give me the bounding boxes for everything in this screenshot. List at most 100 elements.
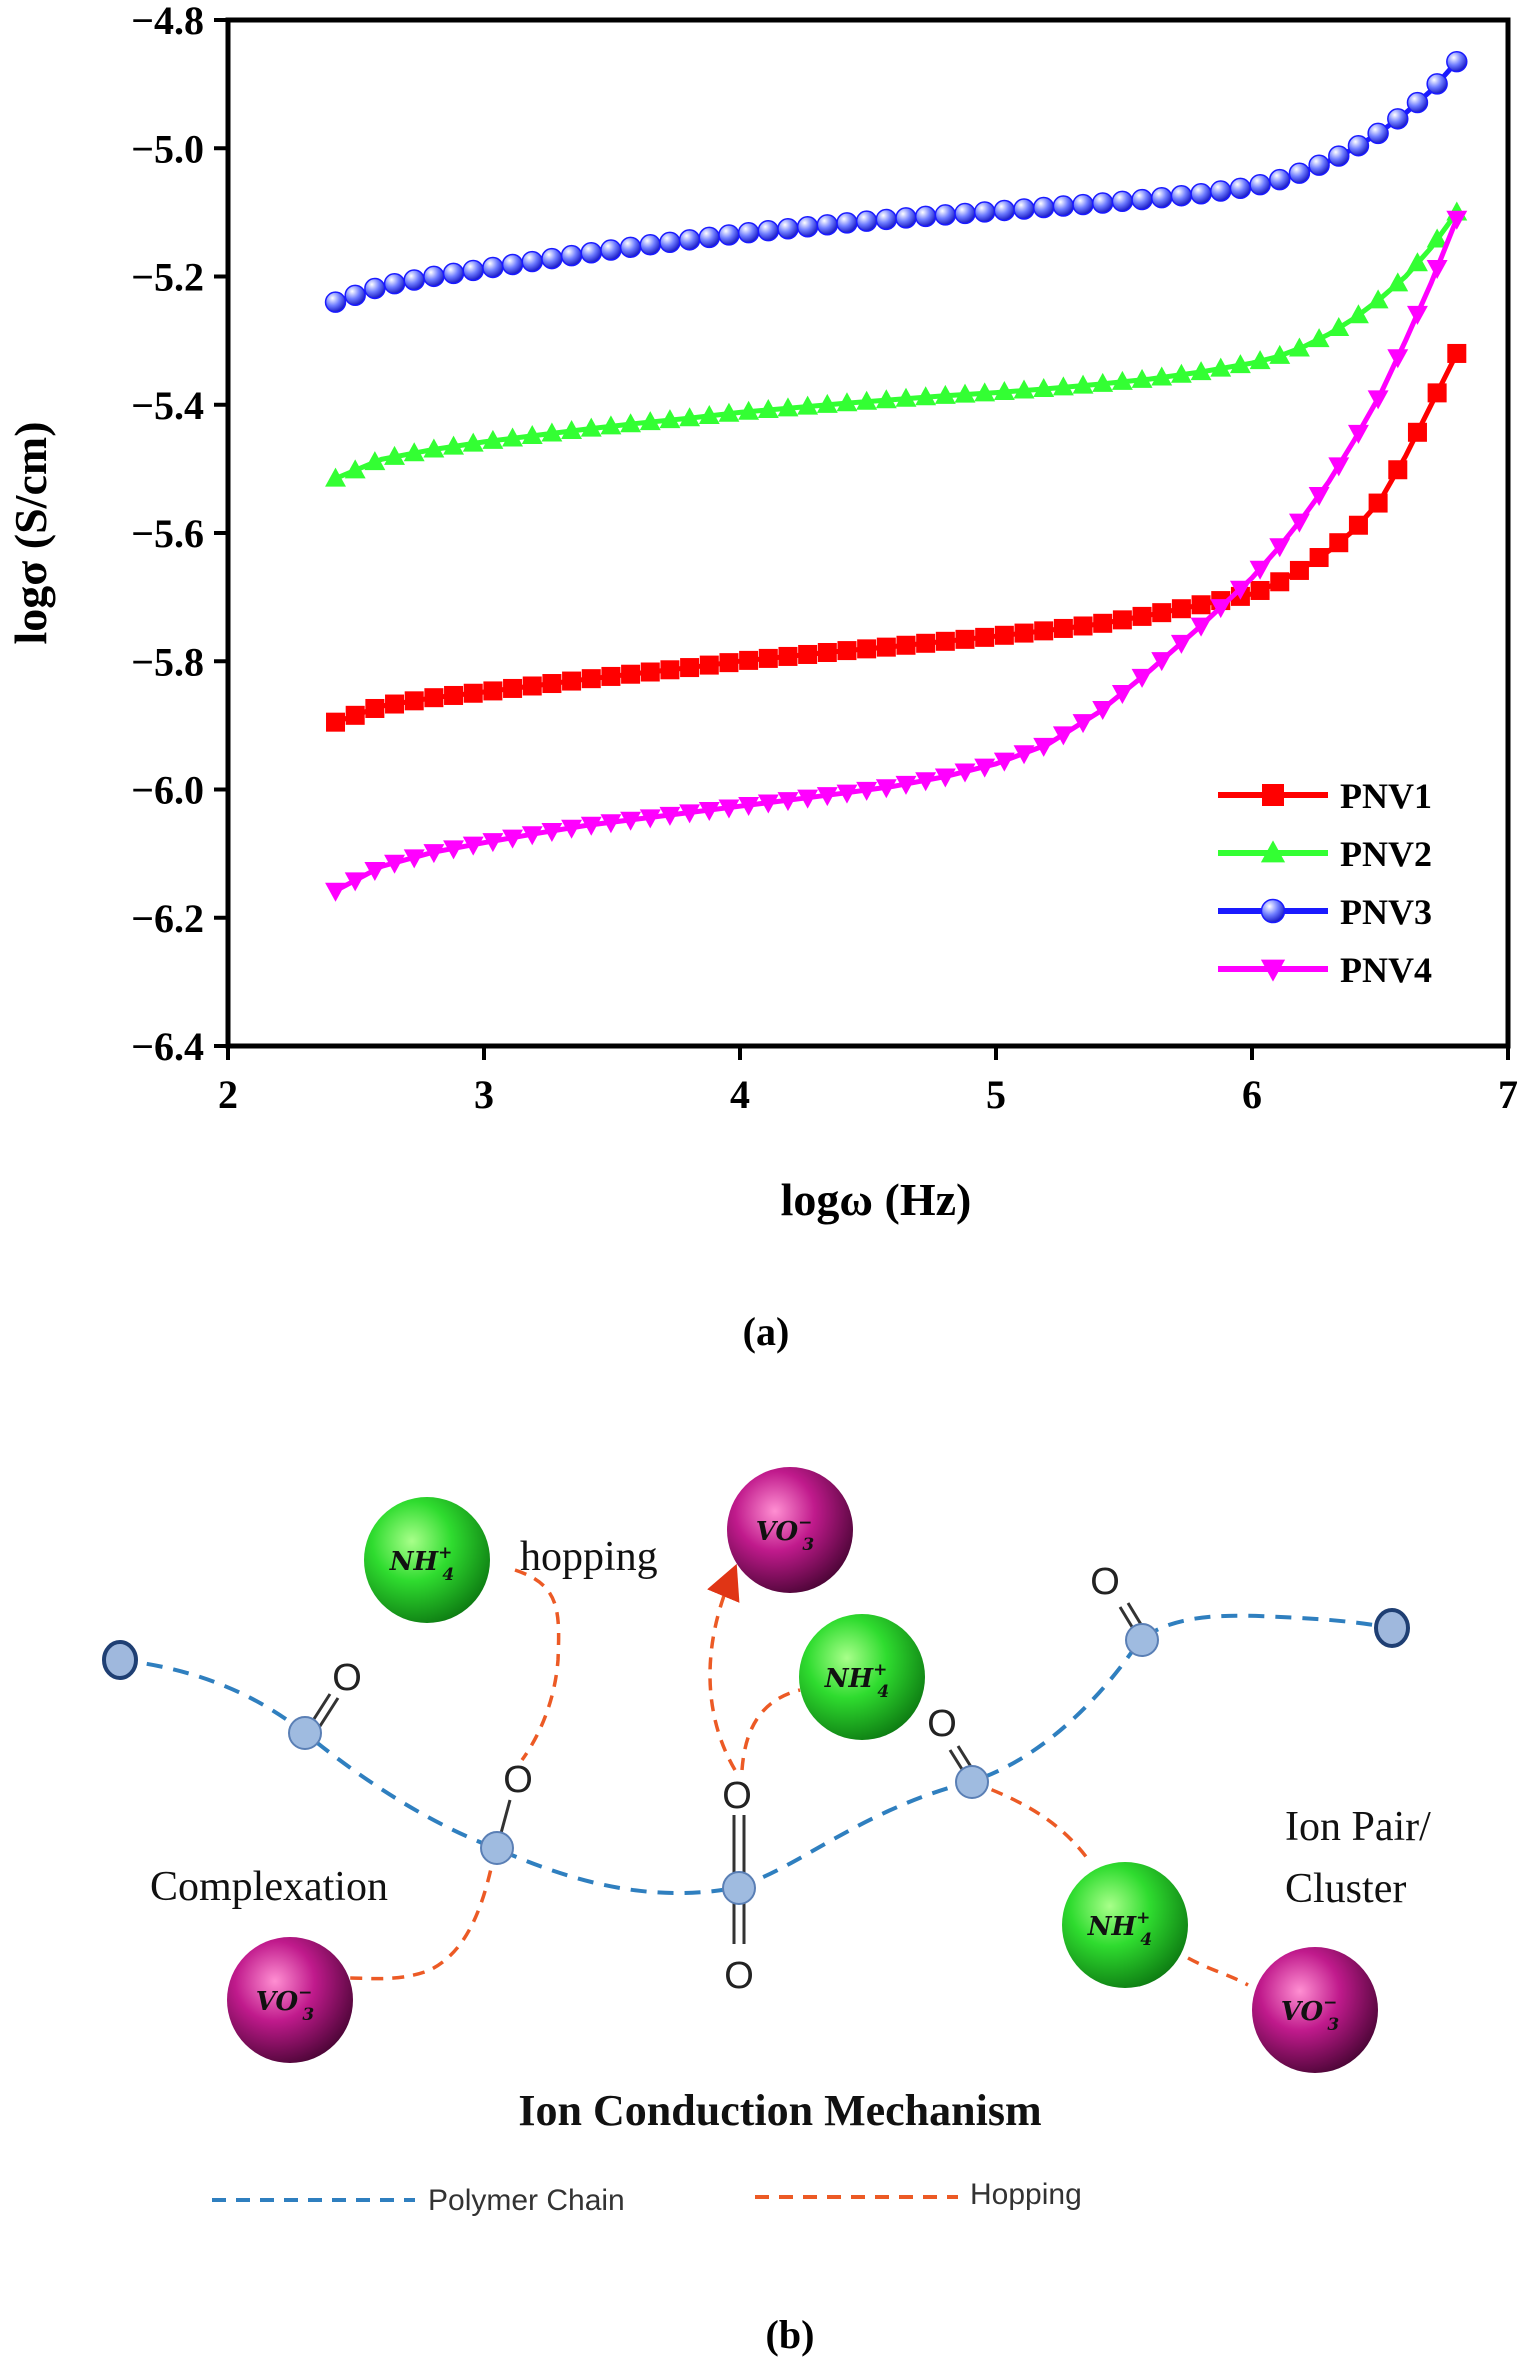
data-point — [621, 664, 641, 684]
legend-item-pnv2: PNV2 — [1218, 834, 1432, 874]
data-point — [739, 650, 759, 670]
data-point — [738, 400, 760, 420]
data-point — [1328, 457, 1350, 477]
hopping-path-6 — [1187, 1956, 1249, 1987]
data-point — [1229, 580, 1251, 600]
data-point — [620, 413, 642, 433]
data-point — [1426, 259, 1448, 279]
data-point — [1407, 252, 1428, 272]
data-point — [600, 814, 622, 834]
data-point — [856, 390, 878, 410]
data-point — [384, 854, 405, 874]
data-point — [798, 644, 818, 664]
data-point — [423, 438, 445, 458]
data-point — [1388, 460, 1408, 480]
data-point — [855, 210, 878, 232]
series-pnv3 — [324, 50, 1468, 313]
data-point — [1190, 361, 1212, 381]
data-point — [699, 655, 719, 675]
data-point — [816, 393, 838, 413]
data-point — [1426, 73, 1448, 95]
data-point — [1446, 210, 1468, 230]
data-point — [1052, 376, 1074, 396]
y-tick-label: −6.2 — [131, 896, 204, 941]
data-point — [580, 417, 602, 437]
data-point — [462, 432, 484, 452]
data-point — [561, 819, 583, 839]
series-line — [334, 217, 1460, 894]
data-point — [483, 681, 503, 701]
data-point — [1308, 486, 1330, 506]
data-point — [1308, 328, 1330, 348]
legend-label-hopping: Hopping — [970, 2178, 1082, 2211]
data-point — [698, 226, 721, 249]
y-tick-label: −6.4 — [131, 1024, 204, 1069]
data-point — [1210, 357, 1232, 377]
data-point — [1328, 145, 1350, 167]
series-pnv2 — [325, 201, 1468, 487]
data-point — [1151, 652, 1173, 672]
hopping-path-2 — [347, 1849, 497, 1981]
x-tick-label: 4 — [730, 1072, 750, 1117]
data-point — [777, 218, 799, 240]
data-point — [1191, 595, 1211, 615]
data-point — [954, 383, 976, 403]
data-point — [836, 392, 858, 412]
data-point — [1170, 363, 1192, 383]
data-point — [1131, 368, 1153, 388]
x-tick-label: 7 — [1498, 1072, 1518, 1117]
y-tick-label: −5.0 — [131, 126, 204, 171]
data-point — [1013, 379, 1035, 399]
data-point — [895, 207, 917, 229]
data-point — [1170, 184, 1193, 207]
data-point — [679, 804, 701, 824]
ion-vo3-1: VO− 3 — [727, 1467, 853, 1593]
carbonyl-group-1: O — [288, 1657, 362, 1750]
data-point — [875, 389, 897, 409]
oxygen-label: O — [927, 1703, 957, 1745]
data-point — [876, 637, 896, 657]
carbonyl-group-2: O — [480, 1759, 533, 1865]
data-point — [326, 712, 346, 732]
data-point — [1013, 198, 1035, 220]
data-point — [1367, 289, 1389, 309]
data-point — [777, 792, 799, 812]
data-point — [1270, 572, 1290, 592]
data-point — [718, 224, 740, 246]
data-point — [1052, 195, 1075, 217]
data-point — [1190, 183, 1212, 205]
panel-a-label: (a) — [743, 1309, 790, 1354]
data-point — [600, 239, 622, 261]
data-point — [1289, 560, 1309, 580]
series-line — [334, 210, 1459, 481]
data-point — [875, 208, 898, 231]
data-point — [1367, 122, 1389, 145]
y-axis-title: logσ (S/cm) — [5, 421, 56, 644]
complexation-label: Complexation — [150, 1864, 388, 1910]
data-point — [1446, 50, 1468, 73]
data-point — [344, 459, 366, 479]
data-point — [640, 662, 660, 682]
data-point — [1328, 317, 1350, 337]
data-point — [1249, 350, 1271, 370]
data-point — [993, 199, 1016, 222]
data-point — [1367, 390, 1389, 410]
data-point — [1407, 305, 1428, 325]
data-point — [502, 829, 524, 849]
data-point — [404, 691, 424, 711]
hopping-path-3 — [707, 1563, 740, 1771]
data-point — [364, 277, 386, 300]
carbonyl-group-3: O O — [722, 1775, 756, 1997]
data-point — [1112, 610, 1132, 630]
x-tick-label: 3 — [474, 1072, 494, 1117]
data-point — [462, 259, 484, 282]
data-point — [423, 844, 445, 864]
data-point — [1447, 343, 1467, 363]
data-point — [1347, 304, 1369, 324]
data-point — [1014, 623, 1034, 643]
legend-marker — [1260, 840, 1286, 863]
ion-nh4-3: NH+ 4 — [1062, 1862, 1188, 1988]
data-point — [444, 685, 464, 705]
data-point — [1111, 684, 1133, 704]
x-tick-label: 5 — [986, 1072, 1006, 1117]
